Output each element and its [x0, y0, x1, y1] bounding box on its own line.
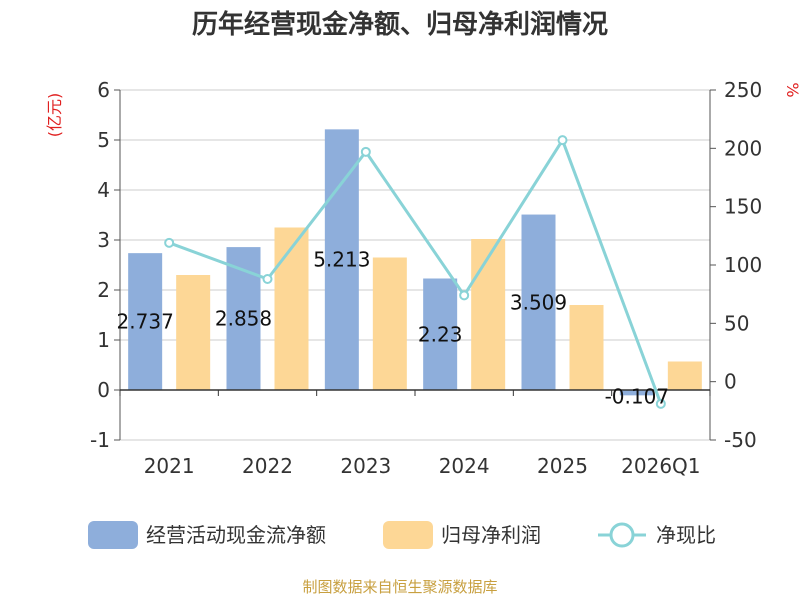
y-tick-label: 6 [97, 78, 110, 102]
x-tick-label: 2026Q1 [621, 454, 700, 478]
bar-value-label: 5.213 [313, 248, 370, 272]
bar-value-label: 3.509 [510, 290, 567, 314]
legend-label: 归母净利润 [441, 523, 541, 547]
gridlines [120, 89, 710, 441]
bar-cashflow [619, 390, 654, 396]
x-tick-label: 2021 [144, 454, 195, 478]
data-labels: 2.737 2.858 5.213 2.23 3.509 -0.107 [117, 248, 670, 409]
x-tick-label: 2022 [242, 454, 293, 478]
legend: 经营活动现金流净额 归母净利润 净现比 [88, 521, 716, 549]
y2-tick-label: 100 [724, 253, 762, 277]
y2-tick-label: 50 [724, 311, 749, 335]
y2-tick-label: 250 [724, 78, 762, 102]
right-axis-unit: % [783, 82, 800, 97]
y-tick-label: 2 [97, 278, 110, 302]
axes: -1 0 1 2 3 4 5 6 -50 0 50 100 150 200 250 2021 2022 2023 2… [90, 78, 762, 478]
x-tick-label: 2024 [439, 454, 490, 478]
y-tick-label: 1 [97, 328, 110, 352]
bar-value-label: 2.737 [117, 310, 174, 334]
bars [128, 129, 702, 396]
y-tick-label: 4 [97, 178, 110, 202]
y-tick-label: 3 [97, 228, 110, 252]
bar-netprofit [471, 239, 506, 390]
y-tick-label: 5 [97, 128, 110, 152]
legend-label: 经营活动现金流净额 [146, 523, 326, 547]
bar-cashflow [521, 214, 556, 390]
bar-value-label: 2.858 [215, 307, 272, 331]
ratio-point [262, 274, 273, 284]
bar-netprofit [569, 305, 604, 390]
bar-netprofit [176, 275, 211, 390]
bar-cashflow [423, 278, 458, 390]
bar-netprofit [372, 257, 407, 390]
ratio-point [557, 135, 568, 146]
legend-swatch [383, 521, 433, 549]
ratio-point [164, 237, 175, 248]
chart-title: 历年经营现金净额、归母净利润情况 [192, 9, 608, 40]
y2-tick-label: 0 [724, 370, 737, 394]
x-tick-label: 2023 [340, 454, 391, 478]
bar-cashflow [128, 253, 163, 390]
y2-tick-label: -50 [724, 428, 757, 452]
legend-marker [609, 522, 635, 548]
ratio-point [360, 146, 371, 157]
bar-netprofit [667, 361, 702, 390]
bar-value-label: 2.23 [418, 322, 463, 346]
y2-tick-label: 150 [724, 195, 762, 219]
ratio-point [459, 290, 470, 301]
ratio-line-path [168, 136, 663, 405]
bar-netprofit [274, 227, 309, 390]
bar-value-label: -0.107 [605, 384, 669, 408]
legend-label: 净现比 [656, 523, 716, 547]
bar-cashflow [324, 129, 359, 390]
ratio-point [655, 398, 666, 409]
y-tick-label: -1 [90, 428, 110, 452]
ratio-line [164, 135, 666, 409]
x-tick-label: 2025 [537, 454, 588, 478]
legend-swatch [88, 521, 138, 549]
y-tick-label: 0 [97, 378, 110, 402]
y2-tick-label: 200 [724, 136, 762, 160]
left-axis-unit: (亿元) [45, 93, 64, 138]
source-note: 制图数据来自恒生聚源数据库 [302, 578, 497, 596]
